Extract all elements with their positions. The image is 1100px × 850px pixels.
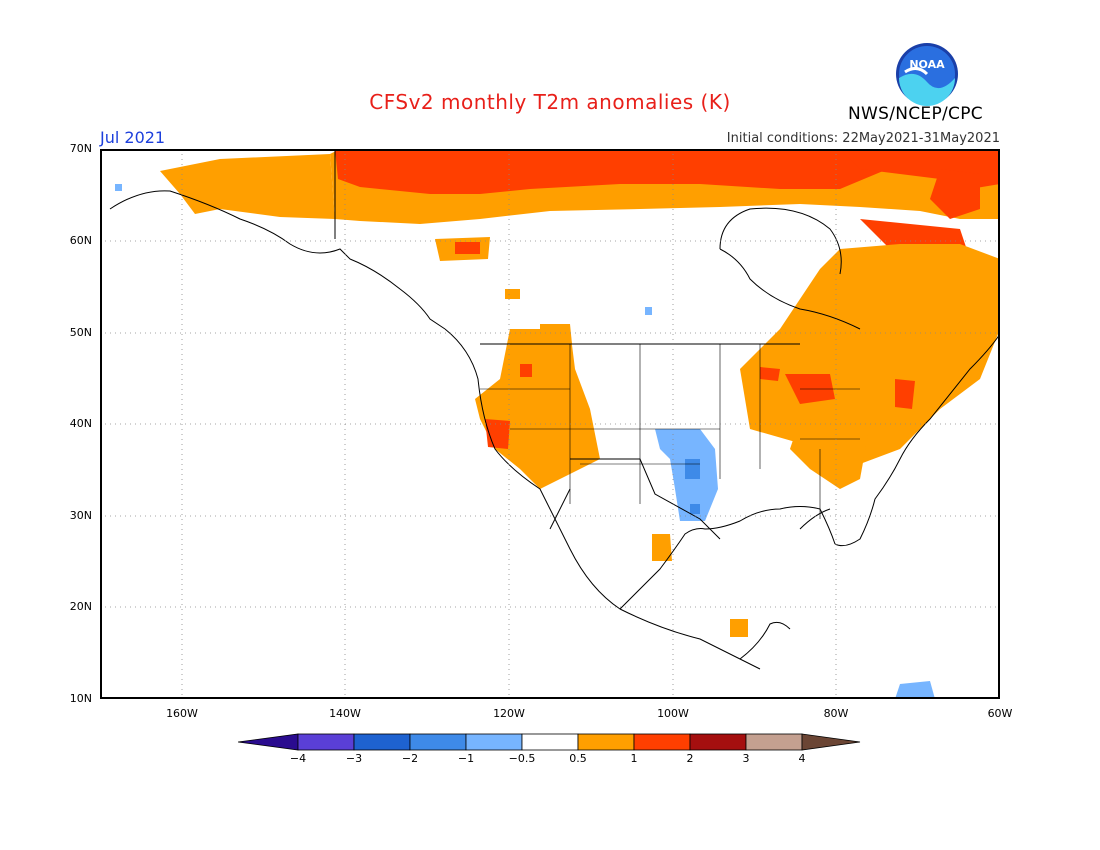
- colorbar-label: 1: [630, 752, 638, 765]
- lat-label-60n: 60N: [69, 234, 92, 247]
- anomaly-map: [100, 149, 1000, 699]
- lon-label-160w: 160W: [166, 707, 198, 720]
- lon-label-100w: 100W: [657, 707, 689, 720]
- colorbar-bin: [633, 733, 691, 751]
- anomaly-region-west: [475, 329, 600, 489]
- lat-label-40n: 40N: [69, 417, 92, 430]
- lon-label-80w: 80W: [823, 707, 849, 720]
- lon-label-140w: 140W: [329, 707, 361, 720]
- lat-label-70n: 70N: [69, 142, 92, 155]
- colorbar-label: −0.5: [508, 752, 536, 765]
- map-title: CFSv2 monthly T2m anomalies (K): [369, 90, 731, 114]
- colorbar-cap-low: [238, 733, 299, 751]
- colorbar-bin: [353, 733, 411, 751]
- anomaly-region-arctic-red: [335, 149, 900, 194]
- colorbar-label: 0.5: [569, 752, 587, 765]
- colorbar-bin: [577, 733, 635, 751]
- valid-month-label: Jul 2021: [100, 128, 166, 147]
- colorbar-bin: [409, 733, 467, 751]
- colorbar-bin: [521, 733, 579, 751]
- logo-text: NOAA: [909, 58, 945, 71]
- anomaly-fills: [115, 149, 1000, 699]
- agency-label: NWS/NCEP/CPC: [848, 104, 983, 124]
- colorbar-label: −3: [345, 752, 363, 765]
- graticule: [100, 149, 1000, 699]
- colorbar-bin: [689, 733, 747, 751]
- colorbar-bin: [745, 733, 803, 751]
- colorbar-label: −4: [289, 752, 307, 765]
- lat-label-30n: 30N: [69, 509, 92, 522]
- colorbar-label: 4: [798, 752, 806, 765]
- colorbar-bin: [297, 733, 355, 751]
- colorbar: [238, 733, 861, 751]
- lon-label-60w: 60W: [987, 707, 1013, 720]
- colorbar-label: −2: [401, 752, 419, 765]
- anomaly-region-east-canada: [740, 244, 1000, 464]
- lat-label-50n: 50N: [69, 326, 92, 339]
- colorbar-label: 2: [686, 752, 694, 765]
- lat-label-20n: 20N: [69, 600, 92, 613]
- colorbar-label: 3: [742, 752, 750, 765]
- lat-label-10n: 10N: [69, 692, 92, 705]
- lon-label-120w: 120W: [493, 707, 525, 720]
- map-frame: [100, 149, 1000, 699]
- initial-conditions-label: Initial conditions: 22May2021-31May2021: [726, 131, 1000, 146]
- colorbar-bin: [465, 733, 523, 751]
- colorbar-label: −1: [457, 752, 475, 765]
- colorbar-cap-high: [801, 733, 861, 751]
- noaa-logo-icon: NOAA: [895, 42, 959, 106]
